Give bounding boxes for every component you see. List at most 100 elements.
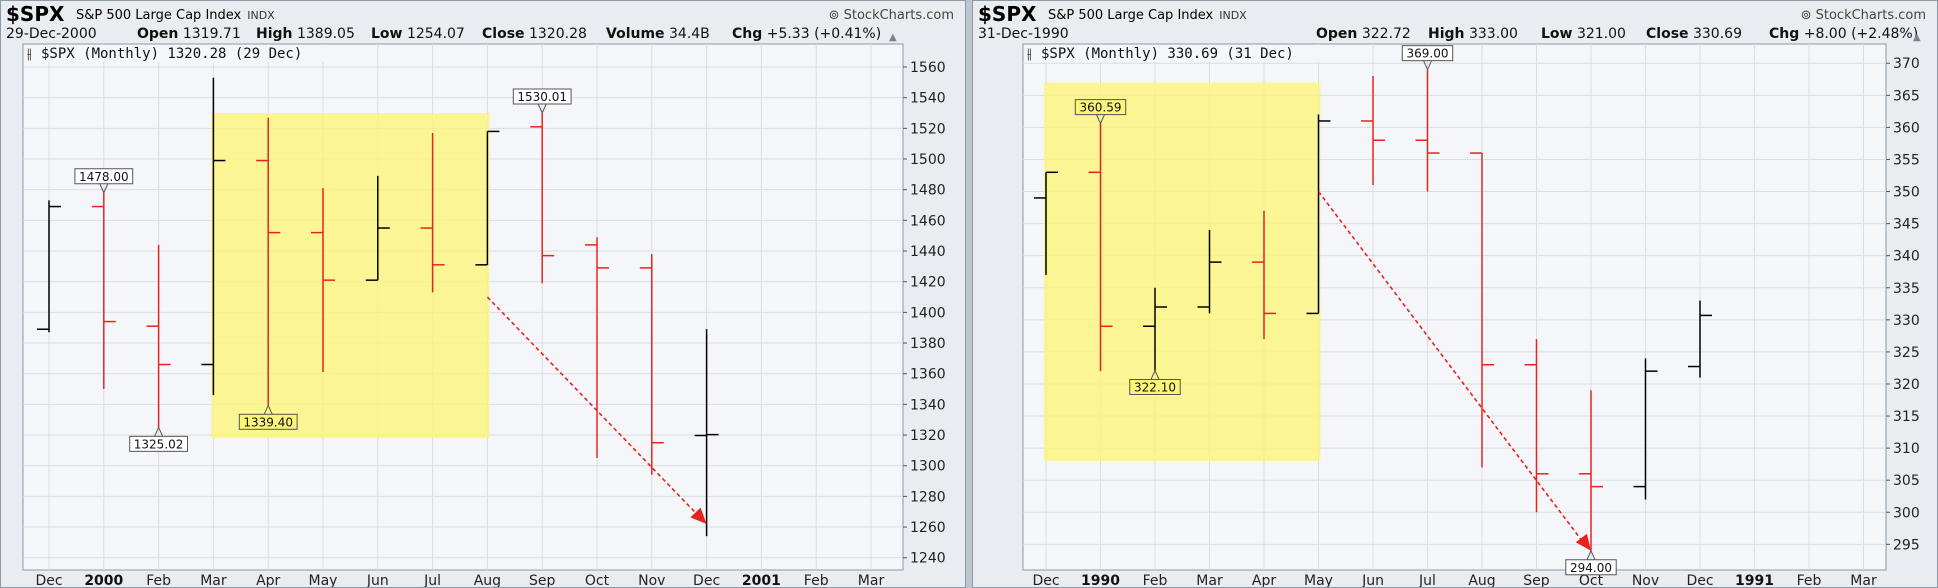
price-label-pointer (1150, 369, 1160, 380)
quote-label: Volume (606, 26, 665, 42)
ohlc-legend-icon: ⫲ (1027, 46, 1032, 62)
x-tick-label: Sep (529, 573, 556, 587)
ohlc-bar (1143, 287, 1167, 371)
highlight-region (1044, 82, 1321, 461)
quote-value: 330.69 (1692, 26, 1742, 42)
quote-value: 322.72 (1361, 26, 1411, 42)
quote-value: 1319.71 (182, 26, 241, 42)
price-label-pointer (1096, 114, 1105, 125)
quote-label: Close (1646, 26, 1689, 42)
symbol: $SPX (978, 2, 1037, 26)
y-tick-label: 320 (1893, 377, 1920, 393)
ohlc-bar (91, 192, 116, 390)
quote-date: 29-Dec-2000 (6, 26, 97, 42)
x-tick-label: 1990 (1081, 573, 1120, 587)
x-tick-label: Feb (1143, 573, 1168, 587)
x-tick-label: Dec (1686, 573, 1713, 587)
price-label-pointer (99, 183, 109, 194)
ohlc-bar (146, 244, 171, 428)
chart-legend: $SPX (Monthly) 330.69 (31 Dec) (1041, 46, 1294, 62)
y-tick-label: 305 (1893, 473, 1920, 489)
y-tick-label: 340 (1893, 249, 1920, 265)
ohlc-bar (201, 77, 226, 396)
y-tick-label: 345 (1893, 217, 1920, 233)
x-tick-label: Dec (35, 573, 62, 587)
price-label-box (238, 413, 298, 430)
index-name-text: S&P 500 Large Cap Index (1048, 8, 1214, 23)
x-tick-label: Jun (366, 573, 389, 587)
quote-high: High 1389.05 (256, 26, 355, 42)
x-tick-label: Jun (1361, 573, 1384, 587)
ohlc-bar (1034, 171, 1058, 275)
quote-label: Chg (1769, 26, 1800, 42)
ohlc-bar (639, 254, 664, 475)
y-tick-label: 325 (1893, 345, 1920, 361)
ohlc-bar (1252, 210, 1276, 340)
price-label-box (1401, 45, 1454, 62)
y-tick-label: 1300 (910, 459, 946, 475)
y-tick-label: 1540 (910, 91, 946, 107)
y-tick-label: 1360 (910, 367, 946, 383)
quote-change: Chg +8.00 (+2.48%) (1769, 26, 1918, 42)
x-tick-label: Nov (638, 573, 665, 587)
y-tick-label: 310 (1893, 441, 1920, 457)
ohlc-bar (256, 117, 281, 406)
y-tick-label: 295 (1893, 537, 1920, 553)
x-tick-label: Sep (1523, 573, 1550, 587)
price-label-pointer (154, 426, 164, 437)
x-tick-label: Apr (1252, 573, 1276, 587)
scroll-up-icon[interactable]: ▲ (889, 32, 897, 43)
ohlc-bar (1524, 339, 1549, 513)
ohlc-bar (365, 175, 390, 281)
price-label: 1530.01 (517, 90, 567, 104)
quote-value: 34.4B (669, 26, 710, 42)
price-label: 369.00 (1407, 47, 1449, 61)
x-tick-label: Dec (693, 573, 720, 587)
x-tick-label: Apr (256, 573, 280, 587)
scroll-up-icon[interactable]: ▲ (1913, 32, 1921, 43)
ohlc-bar (1415, 69, 1440, 192)
quote-value: +8.00 (+2.48%) (1803, 26, 1919, 42)
ohlc-bar (420, 132, 445, 293)
ohlc-bar (311, 188, 335, 373)
ohlc-bar (1633, 358, 1658, 500)
quote-value: 1254.07 (406, 26, 465, 42)
x-tick-label: Feb (804, 573, 829, 587)
chart-header: $SPX S&P 500 Large Cap Index INDX ⊚ Stock… (978, 2, 1934, 26)
quote-label: Open (137, 26, 179, 42)
quote-value: +5.33 (+0.41%) (766, 26, 882, 42)
quote-label: Low (1541, 26, 1573, 42)
y-tick-label: 1320 (910, 428, 946, 444)
ohlc-bar (1579, 390, 1603, 551)
quote-low: Low 321.00 (1541, 26, 1626, 42)
quote-open: Open 1319.71 (137, 26, 241, 42)
quote-label: Close (482, 26, 525, 42)
y-tick-label: 365 (1893, 88, 1920, 104)
trend-arrow-line (1317, 191, 1586, 546)
chart-panel-1990: $SPX S&P 500 Large Cap Index INDX ⊚ Stock… (972, 0, 1938, 588)
price-label-box (129, 435, 188, 452)
x-tick-label: Nov (1632, 573, 1659, 587)
quote-value: 1389.05 (296, 26, 355, 42)
x-tick-label: Jul (423, 573, 441, 587)
quote-low: Low 1254.07 (371, 26, 465, 42)
price-label: 1325.02 (134, 437, 184, 451)
x-tick-label: May (309, 573, 338, 587)
price-label: 322.10 (1134, 381, 1176, 395)
quote-value: 321.00 (1576, 26, 1626, 42)
y-tick-label: 350 (1893, 185, 1920, 201)
trend-arrow-head (690, 507, 707, 524)
y-tick-label: 1260 (910, 520, 946, 536)
x-tick-label: 2001 (742, 573, 781, 587)
price-label-box (1074, 99, 1127, 116)
chart-panel-2000: $SPX S&P 500 Large Cap Index INDX ⊚ Stock… (0, 0, 966, 588)
price-label: 1339.40 (243, 415, 293, 429)
x-tick-label: Feb (1797, 573, 1822, 587)
y-tick-label: 370 (1893, 56, 1920, 72)
y-tick-label: 355 (1893, 152, 1920, 168)
ohlc-bar (1688, 300, 1712, 378)
y-tick-label: 1340 (910, 397, 946, 413)
quote-high: High 333.00 (1428, 26, 1518, 42)
y-tick-label: 1480 (910, 183, 946, 199)
ohlc-bar (1197, 230, 1222, 314)
